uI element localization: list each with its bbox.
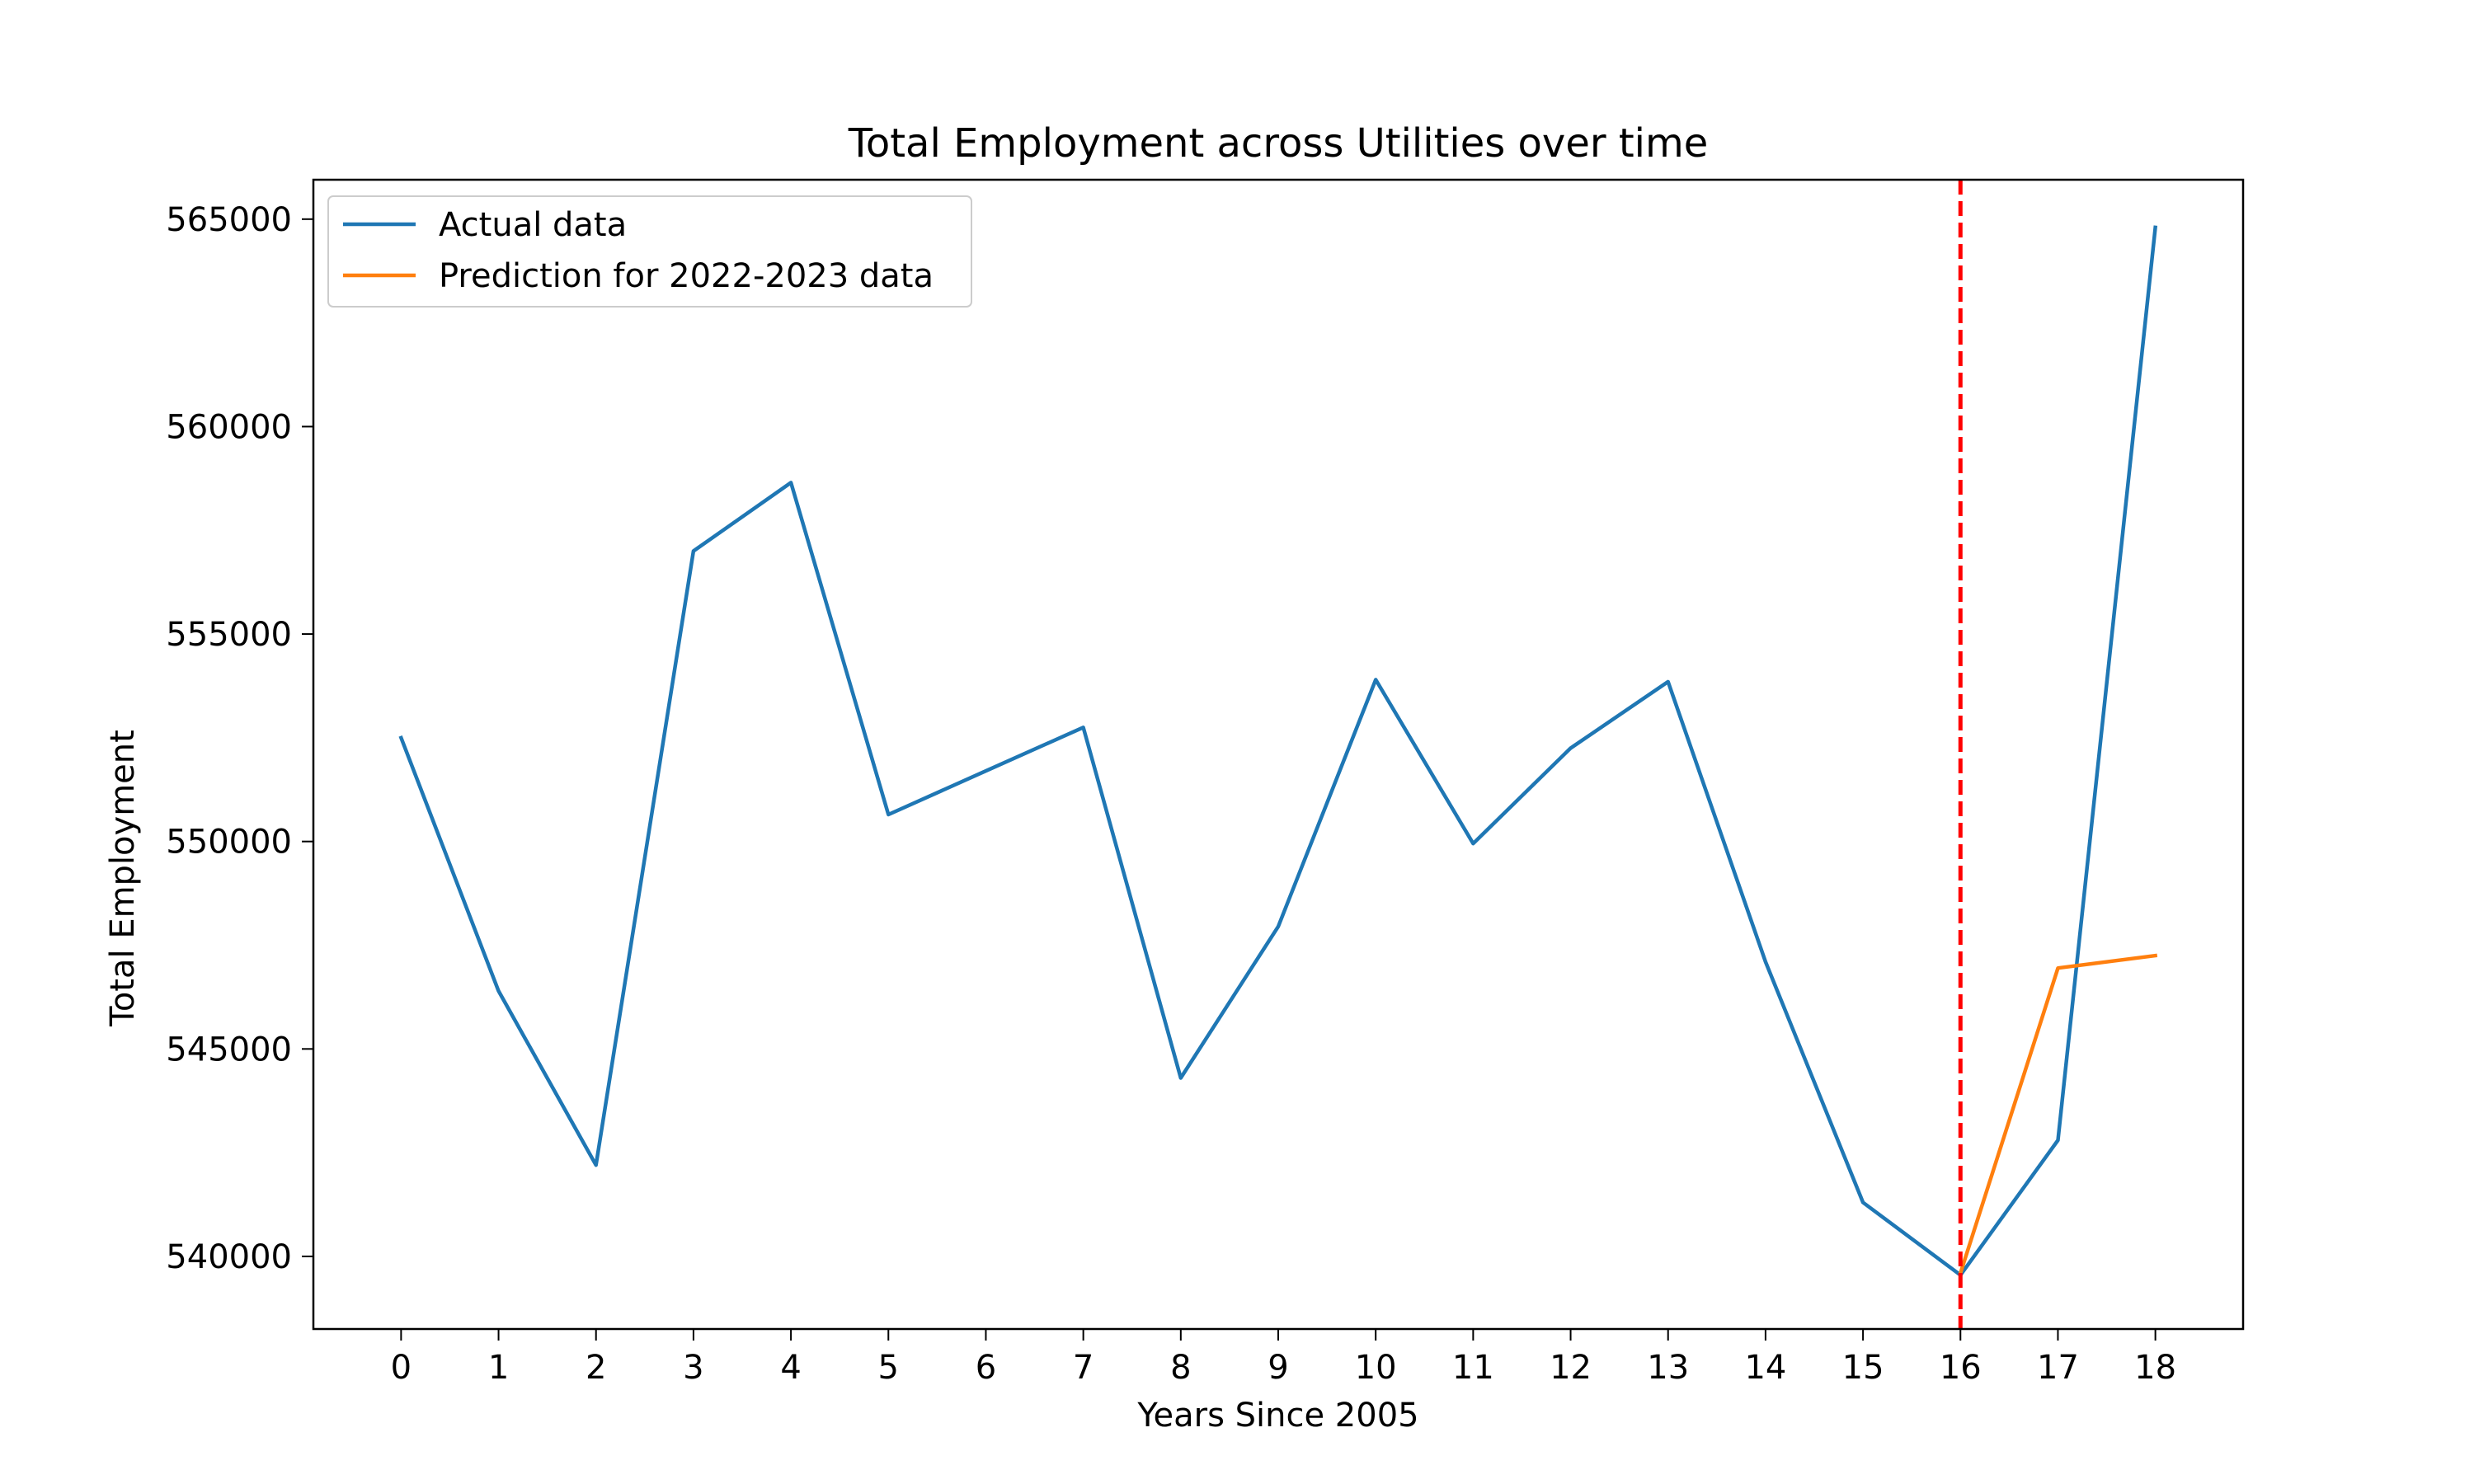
legend-label: Prediction for 2022-2023 data bbox=[439, 257, 934, 295]
series-line-1 bbox=[1958, 953, 2158, 1275]
x-tick-label: 10 bbox=[1355, 1349, 1397, 1387]
y-tick-label: 545000 bbox=[166, 1031, 292, 1068]
x-tick-label: 4 bbox=[780, 1349, 801, 1387]
x-tick-label: 15 bbox=[1842, 1349, 1884, 1387]
x-tick-label: 17 bbox=[2037, 1349, 2079, 1387]
plot-area: 0 1 2 3 4 5 6 7 8 9 10 11 12 13 14 15 16 17 18540000545000… bbox=[166, 178, 2245, 1387]
y-axis-title: Total Employment bbox=[104, 730, 142, 1027]
y-tick-label: 565000 bbox=[166, 201, 292, 239]
x-tick-label: 18 bbox=[2134, 1349, 2176, 1387]
legend-box bbox=[327, 195, 972, 308]
x-tick-label: 7 bbox=[1073, 1349, 1094, 1387]
series-line-0 bbox=[398, 225, 2158, 1277]
x-tick-label: 1 bbox=[488, 1349, 509, 1387]
chart-title: Total Employment across Utilities over t… bbox=[848, 120, 1709, 167]
x-axis-title: Years Since 2005 bbox=[1136, 1397, 1418, 1435]
x-tick-label: 8 bbox=[1170, 1349, 1191, 1387]
x-tick-label: 14 bbox=[1744, 1349, 1786, 1387]
x-tick-label: 5 bbox=[878, 1349, 899, 1387]
x-tick-label: 12 bbox=[1550, 1349, 1592, 1387]
axes-frame bbox=[312, 178, 2245, 1331]
legend-label: Actual data bbox=[439, 206, 627, 244]
x-tick-label: 3 bbox=[683, 1349, 703, 1387]
x-tick-label: 16 bbox=[1940, 1349, 1982, 1387]
x-tick-label: 6 bbox=[976, 1349, 996, 1387]
x-tick-label: 11 bbox=[1452, 1349, 1494, 1387]
y-tick-label: 555000 bbox=[166, 616, 292, 654]
y-tick-label: 550000 bbox=[166, 824, 292, 862]
x-tick-label: 13 bbox=[1647, 1349, 1689, 1387]
y-tick-label: 540000 bbox=[166, 1238, 292, 1276]
legend: Actual data Prediction for 2022-2023 data bbox=[327, 195, 972, 308]
x-tick-label: 2 bbox=[586, 1349, 606, 1387]
x-tick-label: 0 bbox=[391, 1349, 412, 1387]
y-tick-label: 560000 bbox=[166, 408, 292, 446]
x-tick-label: 9 bbox=[1268, 1349, 1288, 1387]
